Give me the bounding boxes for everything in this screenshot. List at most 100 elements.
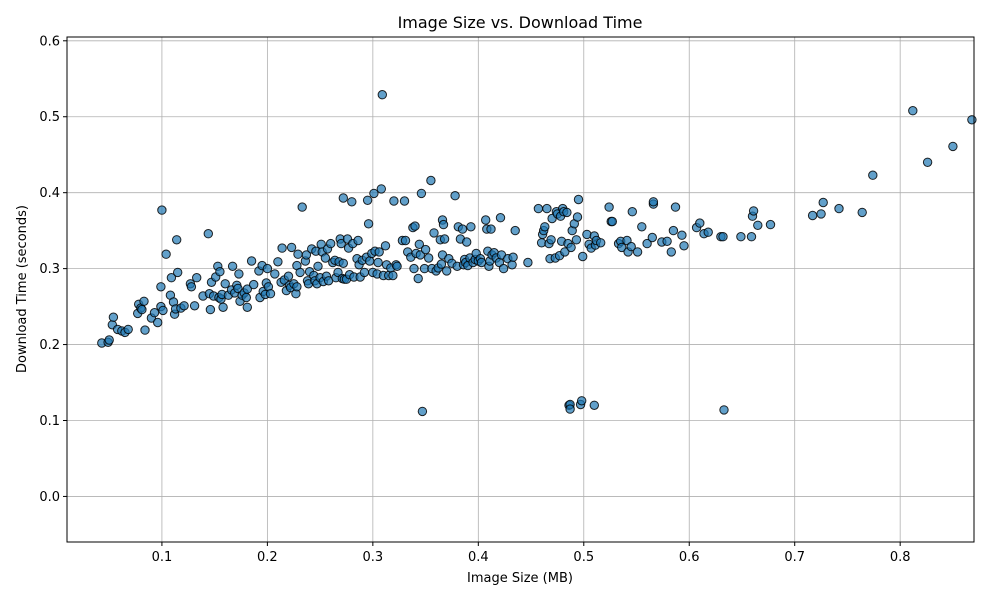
data-point bbox=[156, 282, 166, 292]
data-point bbox=[189, 301, 200, 311]
data-point bbox=[948, 141, 958, 152]
data-point bbox=[540, 222, 550, 232]
data-point bbox=[542, 203, 552, 214]
data-point bbox=[637, 222, 647, 232]
chart-title: Image Size vs. Download Time bbox=[398, 13, 643, 32]
data-point bbox=[205, 304, 216, 315]
data-point bbox=[293, 249, 303, 259]
y-tick-label: 0.4 bbox=[39, 186, 60, 201]
data-point bbox=[626, 241, 636, 252]
data-points bbox=[97, 90, 977, 417]
data-point bbox=[677, 230, 687, 240]
data-point bbox=[596, 238, 606, 248]
data-point bbox=[203, 229, 214, 239]
data-point bbox=[662, 236, 672, 247]
data-point bbox=[158, 305, 168, 316]
data-point bbox=[607, 216, 617, 227]
data-point bbox=[617, 242, 627, 253]
data-point bbox=[173, 267, 183, 278]
data-point bbox=[220, 279, 230, 289]
data-point bbox=[577, 396, 587, 406]
data-point bbox=[336, 238, 346, 249]
data-point bbox=[438, 219, 449, 230]
data-point bbox=[265, 289, 276, 299]
x-tick-label: 0.6 bbox=[679, 550, 700, 565]
data-point bbox=[533, 203, 544, 214]
data-point bbox=[818, 197, 828, 208]
data-point bbox=[388, 270, 398, 281]
data-point bbox=[571, 235, 582, 245]
data-point bbox=[807, 210, 818, 221]
y-axis-ticks: 0.0 0.1 0.2 0.3 0.4 0.5 0.6 bbox=[39, 34, 67, 505]
data-point bbox=[215, 267, 225, 277]
data-point bbox=[227, 261, 238, 271]
data-point bbox=[510, 225, 520, 236]
x-axis-label: Image Size (MB) bbox=[467, 571, 573, 586]
x-tick-label: 0.4 bbox=[468, 550, 489, 565]
data-point bbox=[546, 235, 556, 245]
data-point bbox=[417, 406, 428, 417]
y-tick-label: 0.5 bbox=[39, 110, 60, 125]
data-point bbox=[108, 312, 119, 322]
data-point bbox=[647, 232, 657, 243]
data-point bbox=[104, 335, 114, 345]
data-point bbox=[426, 175, 436, 186]
data-point bbox=[967, 115, 977, 125]
data-point bbox=[338, 258, 348, 268]
data-point bbox=[429, 228, 439, 238]
data-point bbox=[241, 292, 252, 303]
data-point bbox=[389, 196, 399, 206]
y-tick-label: 0.3 bbox=[39, 262, 60, 277]
data-point bbox=[373, 257, 383, 268]
data-point bbox=[462, 237, 472, 247]
data-point bbox=[362, 195, 373, 206]
data-point bbox=[186, 282, 197, 292]
data-point bbox=[666, 247, 676, 257]
data-point bbox=[242, 302, 253, 312]
data-point bbox=[416, 188, 427, 199]
y-tick-label: 0.2 bbox=[39, 338, 60, 353]
data-point bbox=[436, 259, 447, 269]
data-point bbox=[270, 269, 280, 279]
data-point bbox=[746, 232, 757, 242]
y-tick-label: 0.1 bbox=[39, 414, 60, 429]
data-point bbox=[718, 232, 728, 242]
data-point bbox=[338, 193, 348, 203]
data-point bbox=[508, 252, 518, 262]
data-point bbox=[632, 247, 643, 257]
data-point bbox=[399, 196, 410, 206]
data-point bbox=[137, 304, 147, 315]
data-point bbox=[313, 261, 323, 271]
data-point bbox=[748, 206, 759, 216]
data-point bbox=[277, 243, 287, 253]
x-tick-label: 0.8 bbox=[890, 550, 911, 565]
data-point bbox=[286, 242, 297, 253]
data-point bbox=[908, 106, 918, 116]
y-axis-label: Download Time (seconds) bbox=[15, 205, 30, 373]
data-point bbox=[589, 400, 599, 410]
data-point bbox=[273, 257, 283, 267]
data-point bbox=[192, 273, 202, 283]
data-point bbox=[679, 241, 689, 251]
data-point bbox=[139, 296, 149, 306]
data-point bbox=[292, 282, 302, 292]
data-point bbox=[283, 271, 294, 281]
data-point bbox=[719, 405, 729, 415]
data-point bbox=[572, 212, 583, 222]
data-point bbox=[359, 267, 370, 278]
data-point bbox=[481, 215, 491, 225]
data-point bbox=[365, 256, 375, 266]
data-point bbox=[562, 207, 572, 218]
data-point bbox=[380, 241, 391, 251]
data-point bbox=[157, 205, 167, 215]
data-point bbox=[409, 263, 419, 274]
data-point bbox=[648, 197, 659, 207]
data-point bbox=[320, 253, 331, 263]
data-point bbox=[424, 253, 434, 263]
data-point bbox=[326, 238, 336, 249]
x-axis-ticks: 0.1 0.2 0.3 0.4 0.5 0.6 0.7 0.8 bbox=[152, 542, 911, 565]
data-point bbox=[149, 308, 160, 318]
data-point bbox=[439, 234, 450, 244]
x-tick-label: 0.5 bbox=[573, 550, 594, 565]
